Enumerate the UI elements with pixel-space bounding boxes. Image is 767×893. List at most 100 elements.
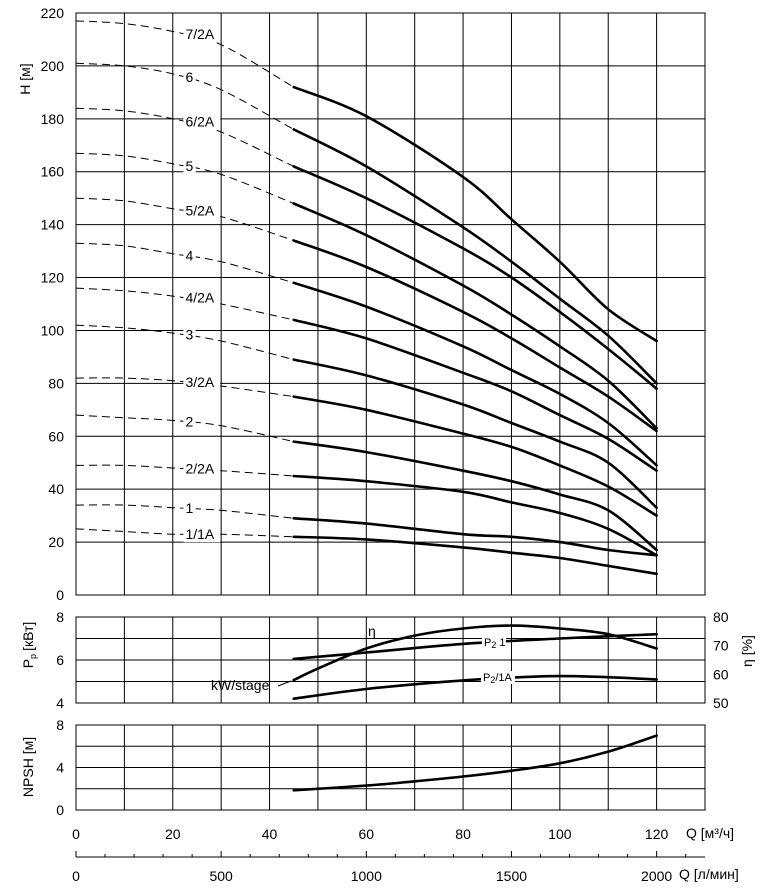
head-label-bg bbox=[183, 157, 196, 174]
head-label-5: 5 bbox=[185, 158, 193, 174]
head-label-bg bbox=[183, 289, 221, 306]
head-label-bg bbox=[183, 202, 221, 219]
head-curve-4-solid bbox=[292, 281, 658, 467]
x-axis-m3h: 0 20 40 60 80 100 120 bbox=[72, 826, 668, 842]
head-label-bg bbox=[183, 373, 221, 390]
power-right-tick-labels: 50 60 70 80 bbox=[713, 609, 729, 711]
head-panel: 7/2A 6 6/2A 5 5/2A 4 4/2A 3 3/2A 2 2/2A 1 1/1A 0 20 40… bbox=[17, 5, 706, 603]
x-tick-120: 120 bbox=[645, 826, 669, 842]
head-y-tick-20: 20 bbox=[48, 534, 64, 550]
head-label-bg bbox=[183, 26, 221, 43]
npsh-curve bbox=[292, 734, 658, 792]
x-axis-lmin-label: Q [л/мин] bbox=[679, 866, 739, 882]
p2-1a-curve bbox=[292, 674, 658, 700]
head-curve-6-2a-solid bbox=[292, 165, 658, 390]
x-tick-40: 40 bbox=[262, 826, 278, 842]
npsh-grid bbox=[75, 724, 706, 811]
head-label-bg bbox=[183, 413, 196, 430]
power-panel: 4 6 8 50 60 70 80 Pp[кВт] η [%] η P2 1 P2/1A k… bbox=[20, 609, 755, 711]
head-y-tick-160: 160 bbox=[41, 164, 65, 180]
p2-1-label-bg bbox=[482, 635, 506, 648]
head-label-6-2a: 6/2A bbox=[185, 113, 214, 129]
head-label-bg bbox=[183, 69, 196, 86]
power-y-axis-label: Pp[кВт] bbox=[20, 622, 38, 669]
head-curve-7-2a-dashed bbox=[75, 20, 294, 88]
power-y-tick-8: 8 bbox=[56, 609, 64, 625]
efficiency-tick-60: 60 bbox=[713, 666, 729, 682]
head-curve-2-2a-solid bbox=[292, 474, 658, 557]
head-y-tick-200: 200 bbox=[41, 58, 65, 74]
head-curve-1-1a-dashed bbox=[75, 528, 294, 538]
head-label-7-2a: 7/2A bbox=[185, 26, 214, 42]
head-curve-6-solid bbox=[292, 128, 658, 385]
head-label-3: 3 bbox=[185, 327, 193, 343]
head-y-tick-180: 180 bbox=[41, 111, 65, 127]
eta-curve-label: η bbox=[368, 623, 376, 639]
kw-stage-label: kW/stage bbox=[211, 677, 270, 693]
head-curve-3-2a-dashed bbox=[75, 377, 294, 398]
head-y-tick-60: 60 bbox=[48, 428, 64, 444]
head-curve-3-solid bbox=[292, 358, 658, 509]
npsh-y-tick-4: 4 bbox=[56, 760, 64, 776]
power-curves bbox=[292, 624, 658, 700]
npsh-y-tick-8: 8 bbox=[56, 717, 64, 733]
head-curve-4-2a-dashed bbox=[75, 287, 294, 321]
head-curve-1-solid bbox=[292, 517, 658, 557]
head-curve-4-2a-solid bbox=[292, 318, 658, 472]
head-y-tick-80: 80 bbox=[48, 375, 64, 391]
head-label-1: 1 bbox=[185, 500, 193, 516]
head-curve-7-2a-solid bbox=[292, 85, 658, 343]
head-y-tick-0: 0 bbox=[56, 587, 64, 603]
head-label-2: 2 bbox=[185, 413, 193, 429]
head-curve-3-2a-solid bbox=[292, 395, 658, 517]
power-grid bbox=[75, 616, 706, 704]
head-label-4-2a: 4/2A bbox=[185, 290, 214, 306]
x2-tick-0: 0 bbox=[72, 868, 80, 884]
power-y-tick-4: 4 bbox=[56, 695, 64, 711]
efficiency-tick-50: 50 bbox=[713, 695, 729, 711]
head-label-6: 6 bbox=[185, 69, 193, 85]
head-y-tick-100: 100 bbox=[41, 322, 65, 338]
head-dashed-curves bbox=[75, 20, 294, 538]
head-label-4: 4 bbox=[185, 247, 193, 263]
kw-stage-leader bbox=[277, 680, 292, 687]
x-tick-60: 60 bbox=[359, 826, 375, 842]
head-label-bg bbox=[183, 113, 221, 130]
head-curve-5-2a-dashed bbox=[75, 197, 294, 241]
head-curve-2-solid bbox=[292, 440, 658, 552]
eta-curve bbox=[292, 624, 658, 682]
head-y-tick-140: 140 bbox=[41, 217, 65, 233]
head-label-1-1a: 1/1A bbox=[185, 526, 214, 542]
head-label-2-2a: 2/2A bbox=[185, 461, 214, 477]
head-solid-curves bbox=[292, 85, 658, 576]
efficiency-tick-80: 80 bbox=[713, 609, 729, 625]
p2-1a-curve-label: P2/1A bbox=[483, 672, 513, 685]
npsh-y-tick-0: 0 bbox=[56, 802, 64, 818]
head-label-bg bbox=[183, 526, 221, 543]
head-curve-1-dashed bbox=[75, 504, 294, 519]
p2-1-curve-label: P2 1 bbox=[484, 637, 505, 650]
head-curve-5-2a-solid bbox=[292, 239, 658, 433]
x2-tick-2000: 2000 bbox=[641, 868, 672, 884]
head-y-tick-40: 40 bbox=[48, 481, 64, 497]
head-label-3-2a: 3/2A bbox=[185, 374, 214, 390]
head-curve-2-2a-dashed bbox=[75, 464, 294, 477]
head-curve-labels: 7/2A 6 6/2A 5 5/2A 4 4/2A 3 3/2A 2 2/2A 1 1/1A bbox=[183, 26, 221, 543]
head-y-tick-220: 220 bbox=[41, 5, 65, 21]
head-curve-1-1a-solid bbox=[292, 535, 658, 576]
x-tick-20: 20 bbox=[165, 826, 181, 842]
efficiency-axis-label: η [%] bbox=[739, 635, 755, 667]
head-y-tick-120: 120 bbox=[41, 270, 65, 286]
power-y-tick-6: 6 bbox=[56, 652, 64, 668]
x-axis-m3h-label: Q [м³/ч] bbox=[686, 825, 734, 841]
x2-tick-1500: 1500 bbox=[496, 868, 527, 884]
x-tick-100: 100 bbox=[548, 826, 572, 842]
head-curve-4-dashed bbox=[75, 242, 294, 284]
x2-tick-1000: 1000 bbox=[351, 868, 382, 884]
npsh-y-axis-label: NPSH [м] bbox=[20, 737, 36, 797]
p2-1a-label-bg bbox=[481, 671, 515, 684]
x-tick-80: 80 bbox=[455, 826, 471, 842]
head-label-5-2a: 5/2A bbox=[185, 202, 214, 218]
head-curve-3-dashed bbox=[75, 324, 294, 361]
